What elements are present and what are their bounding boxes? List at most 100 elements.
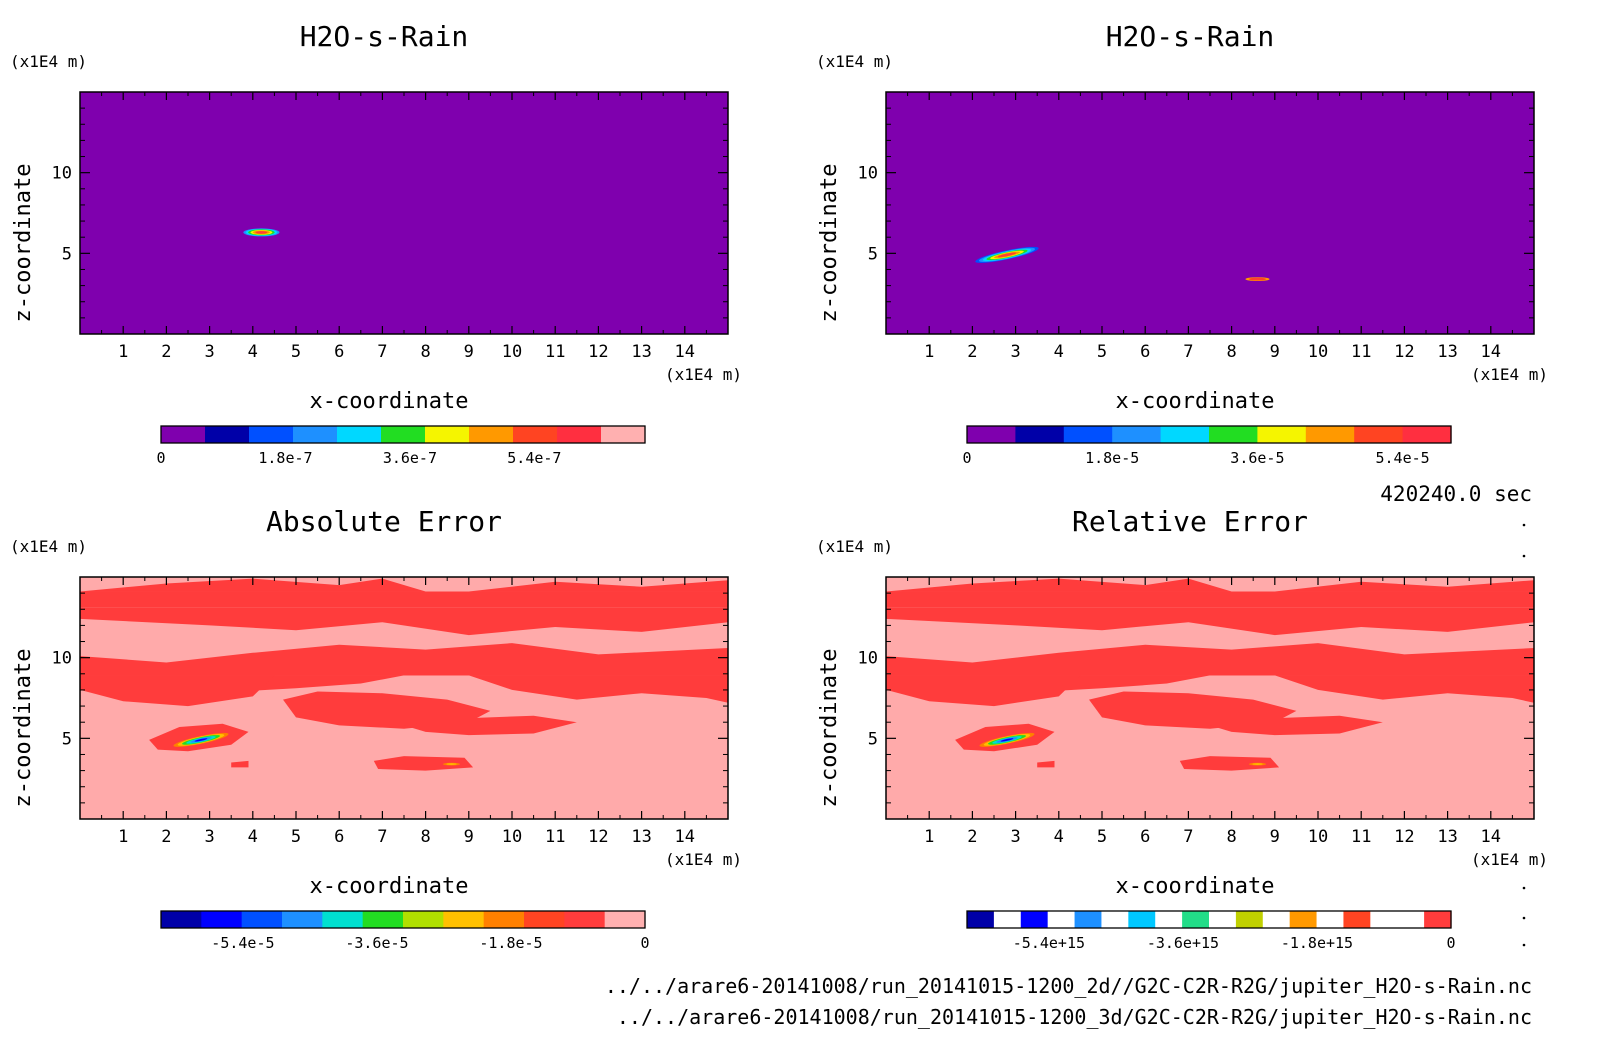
colorbar-swatch	[201, 911, 243, 928]
x-tick-label: 1	[924, 342, 934, 362]
x-tick-label: 10	[502, 827, 522, 847]
time-label: 420240.0 sec	[1380, 482, 1532, 506]
margin-dot	[1522, 916, 1526, 920]
panel-relative-error: Relative Error(x1E4 m)1 2 3 4 5 6 7 8 9 10 11 12 13 1…	[816, 505, 1548, 952]
colorbar-swatch	[1015, 426, 1065, 443]
colorbar-swatch	[967, 426, 1016, 443]
x-tick-label: 5	[291, 827, 301, 847]
colorbar-frame	[966, 425, 1452, 444]
colorbar-tick-label: 0	[962, 449, 971, 467]
x-tick-label: 9	[464, 342, 474, 362]
colorbar-swatch	[1424, 911, 1452, 928]
contour-right	[1274, 675, 1534, 703]
y-tick-label: 10	[52, 164, 72, 184]
y-tick-label: 10	[858, 164, 878, 184]
x-tick-label: 10	[1308, 342, 1328, 362]
panel-h2o-s-rain-3d: H2O-s-Rain(x1E4 m)1 2 3 4 5 6 7 8 9 10 11 12 13 14510…	[816, 20, 1548, 467]
colorbar-swatch	[1209, 911, 1237, 928]
contour-center-low	[404, 715, 577, 736]
contour-top-right	[1274, 580, 1534, 592]
y-tick-label: 5	[868, 244, 878, 264]
x-tick-label: 6	[1140, 827, 1150, 847]
colorbar: 0 1.8e-5 3.6e-5 5.4e-5	[962, 425, 1452, 467]
plot-area	[80, 577, 728, 819]
contour-center	[283, 691, 491, 729]
x-axis-label: x-coordinate	[1116, 389, 1275, 414]
colorbar-swatch	[322, 911, 364, 928]
colorbar-tick-label: 1.8e-7	[258, 449, 312, 467]
colorbar-swatch	[161, 426, 206, 443]
colorbar-swatch	[564, 911, 606, 928]
y-tick-label: 5	[868, 729, 878, 749]
colorbar-tick-label: 3.6e-7	[383, 449, 437, 467]
x-tick-label: 4	[1054, 342, 1064, 362]
plot-area	[886, 577, 1534, 819]
x-axis-label: x-coordinate	[1116, 874, 1275, 899]
x-tick-label: 3	[1010, 342, 1020, 362]
colorbar-swatch	[362, 911, 404, 928]
colorbar-swatch	[483, 911, 525, 928]
y-tick-label: 10	[52, 649, 72, 669]
contour-mid	[80, 643, 728, 676]
x-tick-label: 12	[1394, 827, 1414, 847]
y-tick-label: 5	[62, 244, 72, 264]
x-tick-label: 7	[377, 827, 387, 847]
colorbar-swatch	[1316, 911, 1345, 928]
x-unit-label: (x1E4 m)	[665, 850, 742, 869]
x-tick-label: 4	[1054, 827, 1064, 847]
x-tick-label: 3	[204, 827, 214, 847]
colorbar-swatch	[1047, 911, 1076, 928]
colorbar-swatch	[1074, 911, 1103, 928]
x-tick-label: 6	[334, 342, 344, 362]
plot-area	[80, 92, 728, 334]
colorbar-swatch	[381, 426, 426, 443]
x-tick-label: 11	[1351, 827, 1371, 847]
contour-center	[1089, 691, 1297, 729]
x-tick-label: 5	[1097, 342, 1107, 362]
chart-title: Absolute Error	[266, 505, 502, 538]
contour-mid	[886, 643, 1534, 676]
colorbar-swatch	[1160, 426, 1210, 443]
colorbar-swatch	[337, 426, 382, 443]
panel-h2o-s-rain-2d: H2O-s-Rain(x1E4 m)1 2 3 4 5 6 7 8 9 10 11 12 13 14510…	[10, 20, 742, 467]
colorbar-swatch	[1101, 911, 1129, 928]
x-tick-label: 8	[1226, 827, 1236, 847]
colorbar-tick-label: 5.4e-5	[1376, 449, 1430, 467]
x-tick-label: 2	[161, 342, 171, 362]
colorbar-tick-label: -5.4e-5	[211, 934, 274, 952]
colorbar-swatch	[1305, 426, 1355, 443]
y-unit-label: (x1E4 m)	[10, 537, 87, 556]
chart-title: H2O-s-Rain	[300, 20, 469, 53]
plot-background	[80, 92, 728, 334]
feature-1-level-2	[446, 763, 457, 765]
colorbar-swatch	[241, 911, 283, 928]
contour-right	[468, 675, 728, 703]
x-tick-label: 13	[631, 342, 651, 362]
plot-area	[886, 92, 1534, 334]
colorbar-swatch	[1370, 911, 1398, 928]
x-tick-label: 12	[588, 342, 608, 362]
colorbar-tick-label: 1.8e-5	[1085, 449, 1139, 467]
colorbar-swatch	[293, 426, 338, 443]
x-tick-label: 13	[1437, 827, 1457, 847]
x-tick-label: 7	[1183, 342, 1193, 362]
contour-top-left	[886, 578, 1232, 592]
margin-dot	[1522, 886, 1526, 890]
colorbar-swatch	[443, 911, 485, 928]
colorbar-tick-label: -3.6e+15	[1147, 934, 1219, 952]
x-tick-label: 8	[1226, 342, 1236, 362]
colorbar-frame	[966, 910, 1452, 929]
colorbar-swatch	[1209, 426, 1258, 443]
x-tick-label: 12	[1394, 342, 1414, 362]
colorbar-swatch	[601, 426, 646, 443]
colorbar-swatch	[282, 911, 323, 928]
colorbar-swatch	[1112, 426, 1162, 443]
x-tick-label: 7	[377, 342, 387, 362]
colorbar-frame	[160, 910, 646, 929]
contour-left-tail	[80, 675, 275, 707]
contour-top-left	[80, 578, 426, 592]
colorbar-swatch	[967, 911, 995, 928]
file-path-3d: ../../arare6-20141008/run_20141015-1200_…	[617, 1005, 1532, 1029]
x-tick-label: 8	[420, 827, 430, 847]
